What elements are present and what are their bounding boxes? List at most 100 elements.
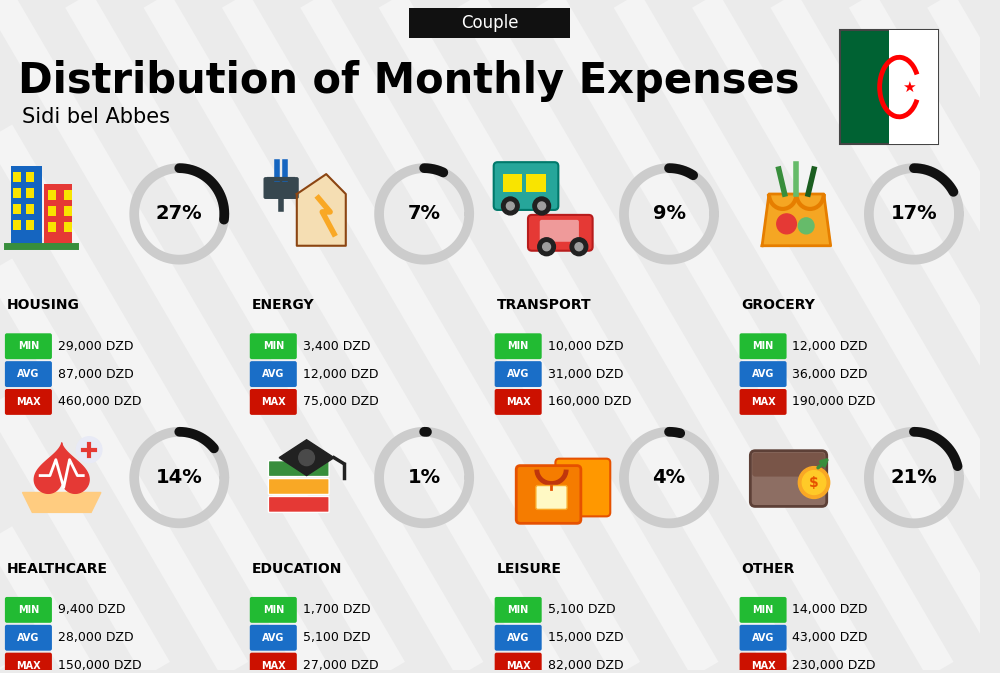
Text: 15,000 DZD: 15,000 DZD [548, 631, 623, 644]
FancyBboxPatch shape [5, 625, 52, 651]
Text: 31,000 DZD: 31,000 DZD [548, 367, 623, 381]
FancyBboxPatch shape [409, 8, 570, 38]
Text: MIN: MIN [263, 605, 284, 615]
Circle shape [299, 450, 314, 466]
Text: ENERGY: ENERGY [252, 298, 314, 312]
Text: MAX: MAX [751, 661, 775, 670]
Text: $: $ [809, 476, 819, 489]
Text: AVG: AVG [752, 369, 774, 379]
FancyBboxPatch shape [495, 597, 542, 623]
FancyBboxPatch shape [495, 653, 542, 673]
Text: 14,000 DZD: 14,000 DZD [792, 604, 868, 616]
Circle shape [570, 238, 588, 256]
Text: MIN: MIN [752, 341, 774, 351]
FancyBboxPatch shape [26, 204, 34, 214]
Text: 14%: 14% [156, 468, 203, 487]
FancyBboxPatch shape [13, 204, 21, 214]
FancyBboxPatch shape [250, 625, 297, 651]
FancyBboxPatch shape [740, 389, 787, 415]
FancyBboxPatch shape [5, 333, 52, 359]
Text: 230,000 DZD: 230,000 DZD [792, 659, 876, 672]
Circle shape [538, 202, 546, 210]
FancyBboxPatch shape [740, 333, 787, 359]
FancyBboxPatch shape [64, 222, 72, 232]
FancyBboxPatch shape [64, 190, 72, 200]
FancyBboxPatch shape [250, 361, 297, 387]
FancyBboxPatch shape [752, 453, 825, 476]
FancyBboxPatch shape [268, 497, 329, 512]
Text: MAX: MAX [506, 397, 530, 407]
Text: 82,000 DZD: 82,000 DZD [548, 659, 623, 672]
FancyBboxPatch shape [740, 597, 787, 623]
Text: MIN: MIN [263, 341, 284, 351]
Circle shape [538, 238, 555, 256]
Text: 10,000 DZD: 10,000 DZD [548, 340, 623, 353]
Polygon shape [762, 194, 831, 246]
Text: MIN: MIN [752, 605, 774, 615]
Circle shape [506, 202, 514, 210]
FancyBboxPatch shape [740, 653, 787, 673]
Text: HEALTHCARE: HEALTHCARE [7, 562, 108, 576]
FancyBboxPatch shape [528, 215, 593, 251]
Text: 1,700 DZD: 1,700 DZD [303, 604, 370, 616]
FancyBboxPatch shape [889, 30, 938, 144]
Text: MAX: MAX [261, 397, 286, 407]
FancyBboxPatch shape [250, 333, 297, 359]
Text: LEISURE: LEISURE [497, 562, 562, 576]
Text: GROCERY: GROCERY [742, 298, 815, 312]
Text: 12,000 DZD: 12,000 DZD [303, 367, 378, 381]
FancyBboxPatch shape [5, 389, 52, 415]
Text: MIN: MIN [18, 341, 39, 351]
FancyBboxPatch shape [540, 220, 579, 242]
Text: EDUCATION: EDUCATION [252, 562, 342, 576]
Text: MAX: MAX [261, 661, 286, 670]
FancyBboxPatch shape [13, 172, 21, 182]
Circle shape [798, 466, 830, 499]
Text: AVG: AVG [752, 633, 774, 643]
Text: AVG: AVG [507, 633, 529, 643]
Polygon shape [34, 443, 89, 493]
Text: AVG: AVG [262, 633, 284, 643]
FancyBboxPatch shape [250, 597, 297, 623]
FancyBboxPatch shape [44, 184, 72, 246]
Circle shape [575, 243, 583, 251]
Text: AVG: AVG [17, 369, 40, 379]
FancyBboxPatch shape [495, 625, 542, 651]
FancyBboxPatch shape [5, 653, 52, 673]
Text: 190,000 DZD: 190,000 DZD [792, 396, 876, 409]
Text: 160,000 DZD: 160,000 DZD [548, 396, 631, 409]
Text: 3,400 DZD: 3,400 DZD [303, 340, 370, 353]
Text: MAX: MAX [16, 661, 41, 670]
Text: 7%: 7% [408, 205, 441, 223]
Text: MAX: MAX [16, 397, 41, 407]
Text: Sidi bel Abbes: Sidi bel Abbes [22, 108, 170, 127]
FancyBboxPatch shape [5, 361, 52, 387]
Circle shape [76, 437, 102, 462]
Text: 29,000 DZD: 29,000 DZD [58, 340, 133, 353]
Text: 27%: 27% [156, 205, 203, 223]
FancyBboxPatch shape [13, 188, 21, 198]
FancyBboxPatch shape [48, 190, 56, 200]
FancyBboxPatch shape [26, 188, 34, 198]
FancyBboxPatch shape [250, 389, 297, 415]
FancyBboxPatch shape [526, 174, 546, 192]
Text: 4%: 4% [652, 468, 686, 487]
Text: MIN: MIN [18, 605, 39, 615]
Text: OTHER: OTHER [742, 562, 795, 576]
Text: AVG: AVG [507, 369, 529, 379]
Text: 87,000 DZD: 87,000 DZD [58, 367, 134, 381]
Text: 43,000 DZD: 43,000 DZD [792, 631, 868, 644]
Text: 5,100 DZD: 5,100 DZD [548, 604, 615, 616]
Text: AVG: AVG [17, 633, 40, 643]
Text: MIN: MIN [508, 605, 529, 615]
FancyBboxPatch shape [495, 389, 542, 415]
Text: 1%: 1% [408, 468, 441, 487]
Text: 9,400 DZD: 9,400 DZD [58, 604, 125, 616]
FancyBboxPatch shape [11, 166, 42, 246]
Text: 17%: 17% [891, 205, 937, 223]
FancyBboxPatch shape [268, 460, 329, 476]
FancyBboxPatch shape [48, 206, 56, 216]
Text: 150,000 DZD: 150,000 DZD [58, 659, 141, 672]
FancyBboxPatch shape [555, 459, 610, 516]
Text: MAX: MAX [506, 661, 530, 670]
